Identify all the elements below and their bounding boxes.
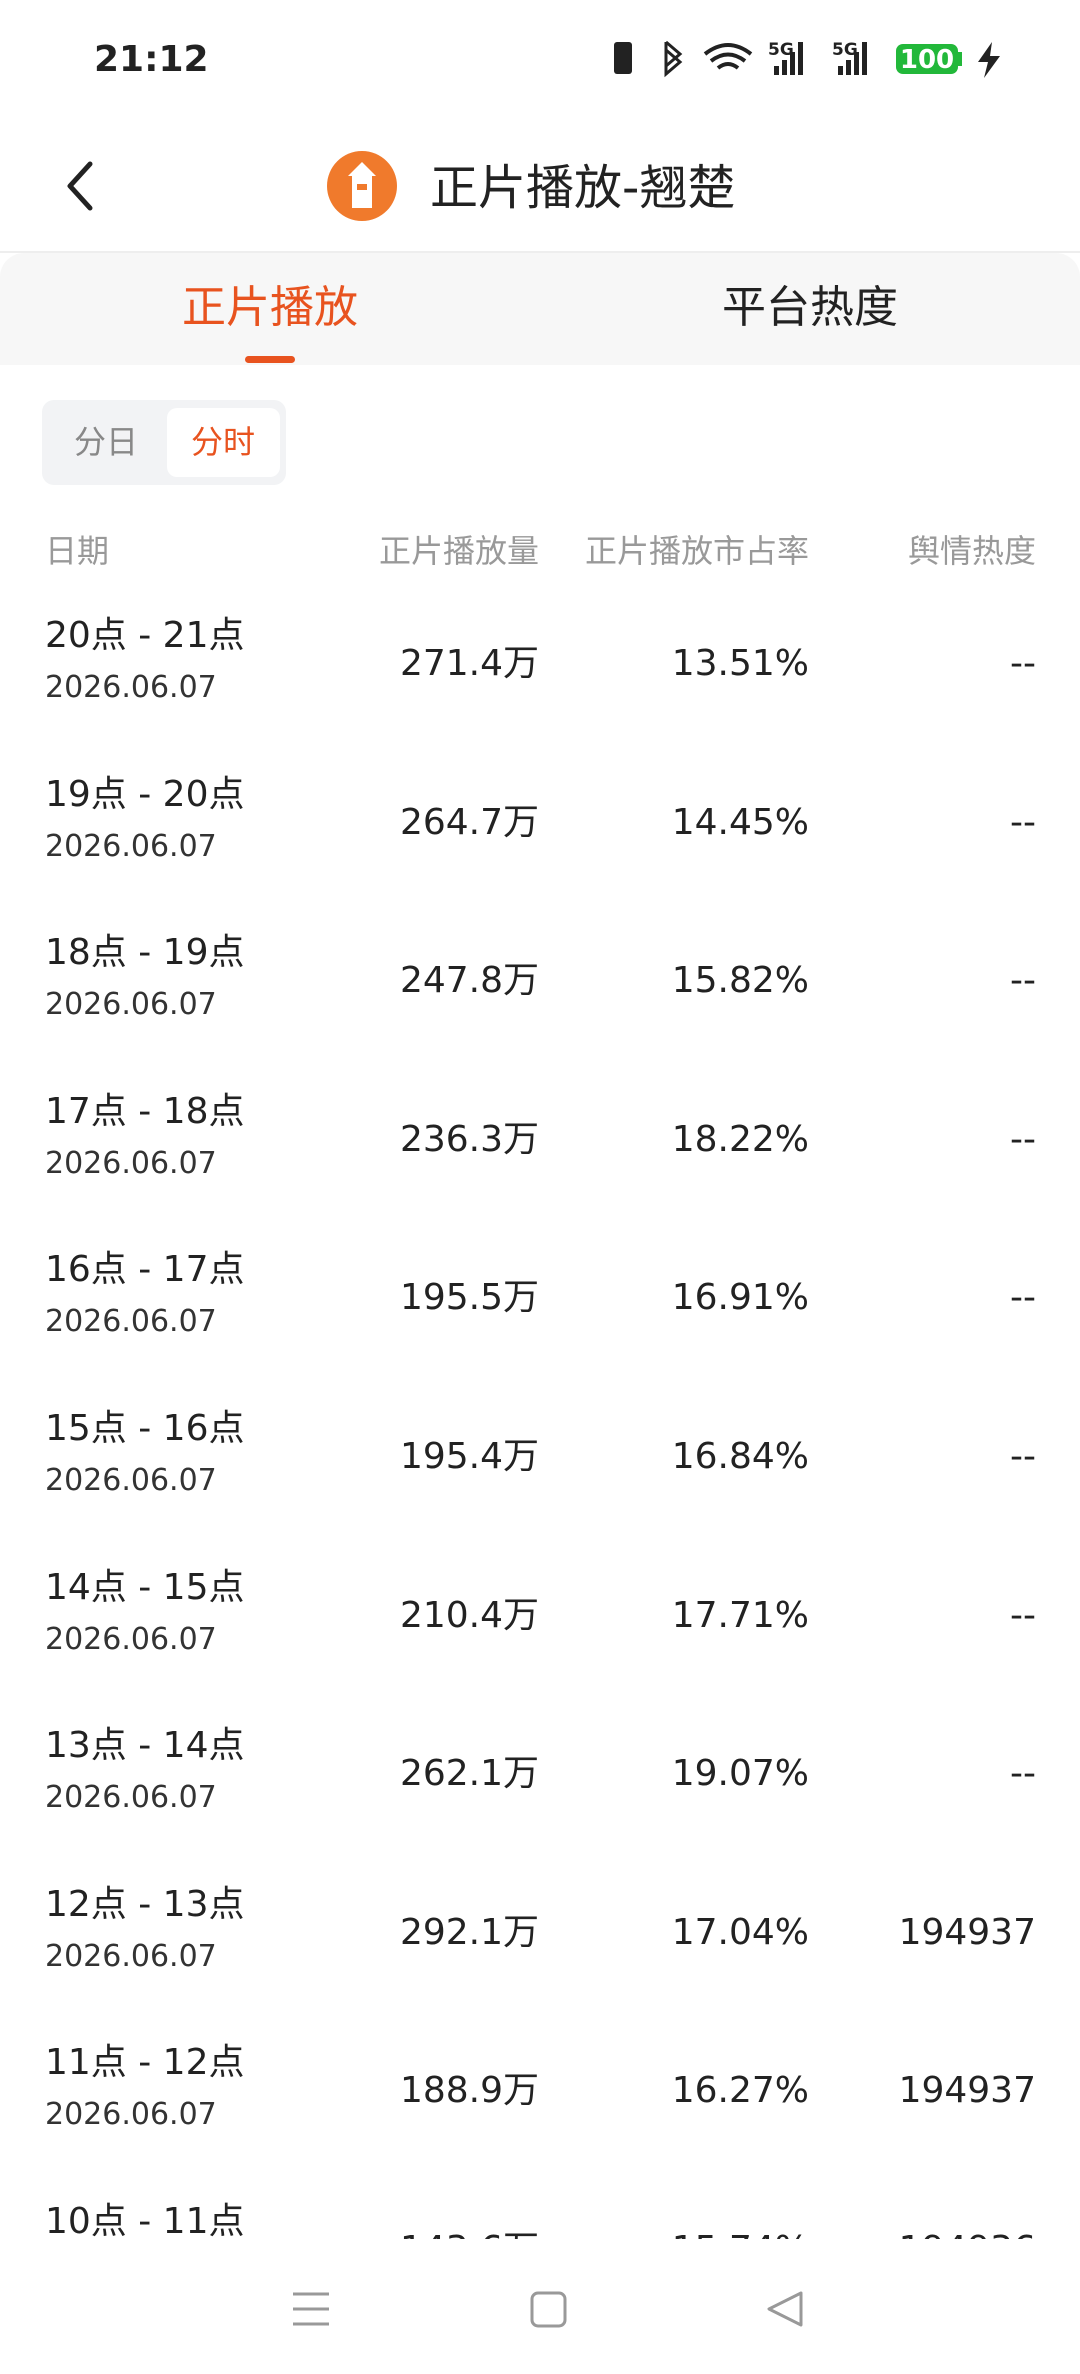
- column-header: 正片播放量: [378, 532, 539, 570]
- row-time: 17点 - 18点: [45, 1090, 245, 1132]
- row-share: 15.82%: [671, 960, 809, 1002]
- row-share: 14.45%: [671, 801, 809, 843]
- row-date: 2026.06.07: [45, 1304, 217, 1340]
- toggle-active-bg: [167, 408, 280, 477]
- row-date: 2026.06.07: [45, 1463, 217, 1498]
- row-time: 20点 - 21点: [45, 615, 245, 656]
- row-plays: 210.4万: [399, 1594, 539, 1636]
- row-share: 15.74%: [672, 2232, 809, 2240]
- row-share: 16.91%: [671, 1277, 809, 1319]
- row-plays: 264.7万: [399, 801, 539, 843]
- row-time: 16点 - 17点: [45, 1249, 245, 1291]
- row-sentiment: 194937: [898, 2070, 1036, 2112]
- row-date: 2026.06.07: [45, 1145, 217, 1181]
- row-time: 11点 - 12点: [45, 2042, 245, 2084]
- row-date: 2026.06.07: [45, 2097, 217, 2133]
- toggle-option-active[interactable]: 分时: [190, 423, 256, 461]
- row-plays: 195.5万: [399, 1277, 539, 1319]
- row-date: 2026.06.07: [45, 1621, 217, 1657]
- row-sentiment: --: [1010, 1436, 1036, 1477]
- network-label: 5G: [832, 40, 858, 60]
- row-share: 17.04%: [671, 1911, 809, 1953]
- column-header: 日期: [45, 532, 110, 570]
- row-share: 13.51%: [671, 643, 809, 684]
- tab-indicator: [245, 356, 295, 363]
- row-time: 18点 - 19点: [45, 932, 245, 974]
- tab-active[interactable]: 正片播放: [182, 282, 358, 333]
- row-sentiment: 194937: [898, 1911, 1036, 1953]
- tab-bar: [0, 253, 1080, 365]
- row-share: 17.71%: [671, 1594, 809, 1636]
- row-date: 2026.06.07: [45, 1938, 217, 1974]
- row-date: 2026.06.07: [45, 1780, 217, 1816]
- row-time: 10点 - 11点: [45, 2201, 245, 2240]
- back-button[interactable]: [60, 160, 100, 212]
- page-title: 正片播放-翘楚: [430, 160, 736, 216]
- row-sentiment: --: [1010, 960, 1036, 1002]
- column-header: 正片播放市占率: [584, 532, 809, 570]
- row-time: 12点 - 13点: [45, 1883, 245, 1925]
- row-sentiment: --: [1010, 1277, 1036, 1319]
- column-header: 舆情热度: [907, 532, 1036, 570]
- network-label: 5G: [768, 40, 794, 60]
- row-sentiment: --: [1010, 1118, 1036, 1160]
- battery-level: 100: [899, 45, 955, 75]
- row-time: 13点 - 14点: [45, 1725, 245, 1767]
- row-plays: 262.1万: [399, 1753, 539, 1795]
- row-share: 16.84%: [671, 1436, 809, 1477]
- row-share: 19.07%: [671, 1753, 809, 1795]
- row-sentiment: --: [1010, 801, 1036, 843]
- status-time: 21:12: [94, 39, 209, 80]
- row-plays: 292.1万: [399, 1911, 539, 1953]
- row-time: 19点 - 20点: [45, 773, 245, 815]
- row-plays: 195.4万: [399, 1436, 539, 1477]
- row-time: 15点 - 16点: [45, 1408, 245, 1449]
- divider: [0, 251, 1080, 253]
- app-icon: [327, 151, 397, 221]
- row-sentiment: --: [1010, 643, 1036, 684]
- status-icons: [614, 40, 1000, 78]
- row-time: 14点 - 15点: [45, 1566, 245, 1608]
- tab[interactable]: 平台热度: [722, 282, 898, 333]
- row-plays: 271.4万: [399, 643, 539, 684]
- row-plays: 143.6万: [400, 2232, 539, 2240]
- row-share: 18.22%: [671, 1118, 809, 1160]
- row-plays: 188.9万: [399, 2070, 539, 2112]
- row-plays: 236.3万: [399, 1118, 539, 1160]
- row-sentiment: 194936: [899, 2232, 1036, 2240]
- row-plays: 247.8万: [399, 960, 539, 1002]
- row-date: 2026.06.07: [45, 987, 217, 1023]
- nav-bar: [293, 2291, 803, 2328]
- row-sentiment: --: [1010, 1594, 1036, 1636]
- toggle-option[interactable]: 分日: [73, 423, 139, 461]
- row-share: 16.27%: [671, 2070, 809, 2112]
- row-sentiment: --: [1010, 1753, 1036, 1795]
- table-body: 20点 - 21点 2026.06.07 271.4万 13.51% -- 19点 - 2…: [0, 580, 1080, 2240]
- row-date: 2026.06.07: [45, 670, 217, 705]
- row-date: 2026.06.07: [45, 828, 217, 864]
